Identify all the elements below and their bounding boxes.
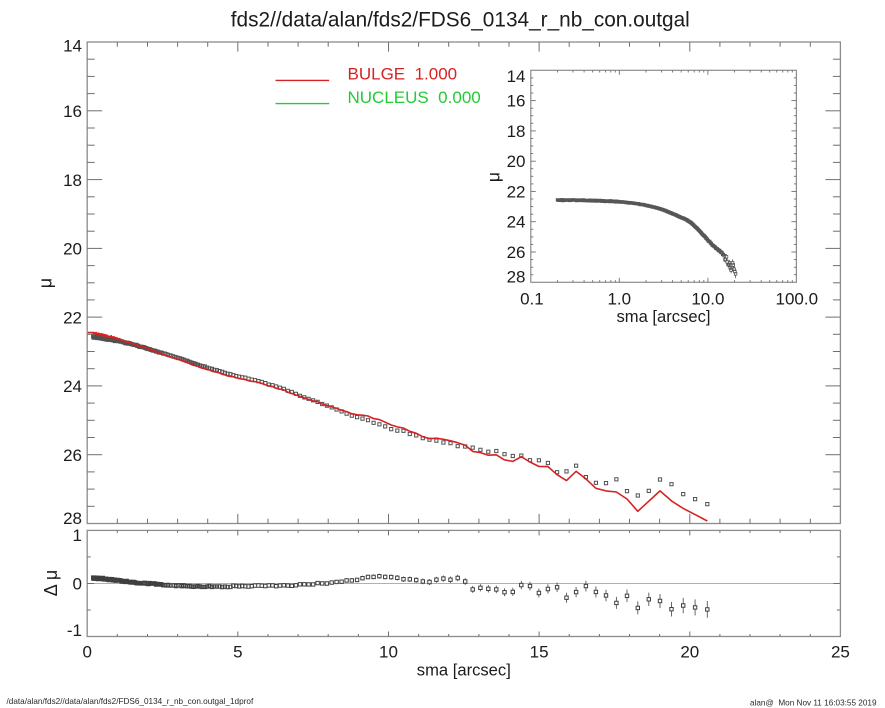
svg-text:sma [arcsec]: sma [arcsec] <box>417 661 511 680</box>
svg-text:NUCLEUS 0.000: NUCLEUS 0.000 <box>348 88 481 107</box>
svg-text:28: 28 <box>507 268 526 287</box>
svg-text:/data/alan/fds2//data/alan/fds: /data/alan/fds2//data/alan/fds2/FDS6_013… <box>7 697 254 706</box>
svg-text:100.0: 100.0 <box>776 290 819 309</box>
svg-text:0: 0 <box>73 575 82 594</box>
svg-text:0: 0 <box>82 643 91 662</box>
svg-text:0.1: 0.1 <box>520 290 544 309</box>
svg-text:1: 1 <box>73 526 82 545</box>
svg-text:16: 16 <box>507 92 526 111</box>
svg-text:μ: μ <box>35 278 55 288</box>
svg-text:5: 5 <box>233 643 242 662</box>
svg-text:25: 25 <box>831 643 850 662</box>
svg-text:BULGE 1.000: BULGE 1.000 <box>348 64 458 83</box>
svg-text:15: 15 <box>530 643 549 662</box>
svg-text:10.0: 10.0 <box>691 290 724 309</box>
svg-text:14: 14 <box>507 67 526 86</box>
svg-text:28: 28 <box>63 509 82 528</box>
svg-text:20: 20 <box>507 152 526 171</box>
svg-text:10: 10 <box>379 643 398 662</box>
svg-text:alan@ Mon Nov 11 16:03:55 201: alan@ Mon Nov 11 16:03:55 2019 <box>750 699 877 708</box>
svg-text:18: 18 <box>63 171 82 190</box>
svg-text:-1: -1 <box>67 621 82 640</box>
svg-text:26: 26 <box>507 243 526 262</box>
svg-text:20: 20 <box>680 643 699 662</box>
svg-text:Δ μ: Δ μ <box>41 570 61 596</box>
svg-text:sma [arcsec]: sma [arcsec] <box>616 307 710 326</box>
svg-text:14: 14 <box>63 37 82 56</box>
svg-text:16: 16 <box>63 102 82 121</box>
svg-text:24: 24 <box>507 213 526 232</box>
svg-text:μ: μ <box>483 172 503 182</box>
svg-text:24: 24 <box>63 377 82 396</box>
svg-text:fds2//data/alan/fds2/FDS6_0134: fds2//data/alan/fds2/FDS6_0134_r_nb_con.… <box>231 9 690 32</box>
svg-text:26: 26 <box>63 446 82 465</box>
svg-text:18: 18 <box>507 122 526 141</box>
svg-text:20: 20 <box>63 240 82 259</box>
svg-text:22: 22 <box>63 308 82 327</box>
svg-text:1.0: 1.0 <box>607 290 631 309</box>
svg-text:22: 22 <box>507 182 526 201</box>
